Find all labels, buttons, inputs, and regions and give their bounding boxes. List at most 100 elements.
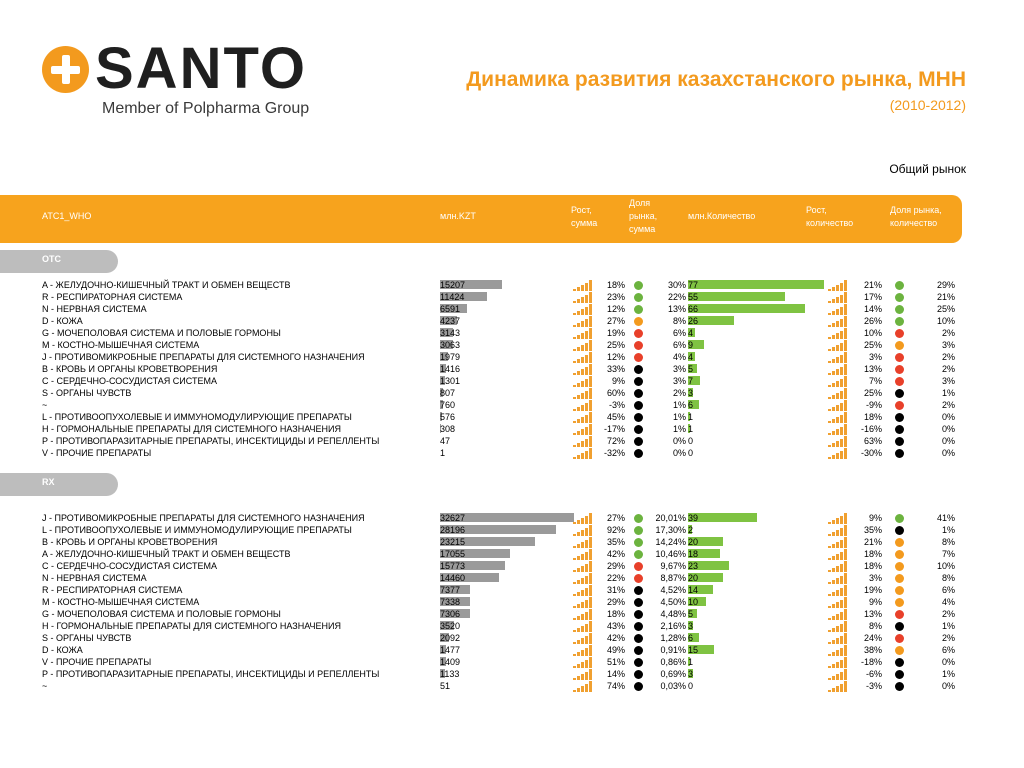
status-dot-icon: [634, 550, 643, 559]
growth-qty-value: 26%: [863, 316, 882, 326]
share-sum-value: 14,24%: [655, 537, 686, 547]
row-label: A - ЖЕЛУДОЧНО-КИШЕЧНЫЙ ТРАКТ И ОБМЕН ВЕЩ…: [42, 549, 291, 559]
row-label: N - НЕРВНАЯ СИСТЕМА: [42, 573, 147, 583]
kzt-bar: [440, 621, 454, 630]
kzt-bar: [440, 657, 446, 666]
growth-sum-value: 12%: [606, 352, 625, 362]
trend-sparkline-icon: [828, 339, 848, 351]
share-sum-value: 0%: [672, 448, 686, 458]
trend-sparkline-icon: [573, 387, 593, 399]
status-dot-icon: [634, 514, 643, 523]
qty-value: 20: [688, 537, 699, 547]
share-sum-value: 1%: [672, 412, 686, 422]
kzt-value: 760: [440, 400, 456, 410]
row-label: N - НЕРВНАЯ СИСТЕМА: [42, 304, 147, 314]
kzt-value: 28196: [440, 525, 466, 535]
share-sum-value: 8,87%: [660, 573, 686, 583]
kzt-value: 807: [440, 388, 456, 398]
share-sum-value: 4,48%: [660, 609, 686, 619]
table-row: S - ОРГАНЫ ЧУВСТВ 2092 42% 1,28% 6 24% 2%: [0, 632, 1024, 644]
kzt-value: 1979: [440, 352, 461, 362]
row-label: L - ПРОТИВООПУХОЛЕВЫЕ И ИММУНОМОДУЛИРУЮЩ…: [42, 525, 352, 535]
share-qty-value: 10%: [936, 316, 955, 326]
header-growth-qty-line: Рост,: [806, 205, 827, 215]
qty-bar: [688, 340, 704, 349]
status-dot-icon: [895, 293, 904, 302]
table-row: G - МОЧЕПОЛОВАЯ СИСТЕМА И ПОЛОВЫЕ ГОРМОН…: [0, 608, 1024, 620]
table-row: J - ПРОТИВОМИКРОБНЫЕ ПРЕПАРАТЫ ДЛЯ СИСТЕ…: [0, 351, 1024, 363]
trend-sparkline-icon: [828, 680, 848, 692]
growth-qty-value: 3%: [868, 352, 882, 362]
qty-bar: [688, 657, 690, 666]
table-row: H - ГОРМОНАЛЬНЫЕ ПРЕПАРАТЫ ДЛЯ СИСТЕМНОГ…: [0, 620, 1024, 632]
qty-bar: [688, 537, 723, 546]
status-dot-icon: [895, 401, 904, 410]
status-dot-icon: [634, 401, 643, 410]
kzt-bar: [440, 424, 441, 433]
table-row: ~760 -3% 1% 6 -9% 2%: [0, 399, 1024, 411]
growth-sum-value: 42%: [606, 633, 625, 643]
status-dot-icon: [634, 389, 643, 398]
status-dot-icon: [895, 526, 904, 535]
row-label: H - ГОРМОНАЛЬНЫЕ ПРЕПАРАТЫ ДЛЯ СИСТЕМНОГ…: [42, 621, 342, 631]
trend-sparkline-icon: [573, 303, 593, 315]
status-dot-icon: [634, 562, 643, 571]
qty-value: 10: [688, 597, 699, 607]
share-qty-value: 0%: [941, 412, 955, 422]
growth-qty-value: -9%: [865, 400, 882, 410]
qty-bar: [688, 573, 723, 582]
kzt-bar: [440, 352, 448, 361]
qty-bar: [688, 621, 693, 630]
brand-name: SANTO: [95, 36, 307, 101]
kzt-value: 3063: [440, 340, 461, 350]
brand-tagline: Member of Polpharma Group: [102, 100, 310, 117]
trend-sparkline-icon: [828, 524, 848, 536]
qty-value: 4: [688, 328, 694, 338]
trend-sparkline-icon: [573, 668, 593, 680]
share-sum-value: 6%: [672, 328, 686, 338]
growth-sum-value: 19%: [606, 328, 625, 338]
header-share-qty: Доля рынка, количество: [890, 204, 942, 230]
qty-value: 6: [688, 633, 694, 643]
row-label: M - КОСТНО-МЫШЕЧНАЯ СИСТЕМА: [42, 597, 200, 607]
qty-bar: [688, 669, 693, 678]
qty-bar: [688, 388, 693, 397]
status-dot-icon: [895, 538, 904, 547]
table-row: B - КРОВЬ И ОРГАНЫ КРОВЕТВОРЕНИЯ 23215 35%…: [0, 536, 1024, 548]
trend-sparkline-icon: [828, 351, 848, 363]
growth-sum-value: 92%: [606, 525, 625, 535]
status-dot-icon: [895, 658, 904, 667]
growth-qty-value: 14%: [863, 304, 882, 314]
kzt-value: 47: [440, 436, 451, 446]
trend-sparkline-icon: [573, 315, 593, 327]
share-qty-value: 2%: [941, 352, 955, 362]
status-dot-icon: [895, 353, 904, 362]
growth-qty-value: 24%: [863, 633, 882, 643]
qty-value: 3: [688, 621, 694, 631]
kzt-value: 3520: [440, 621, 461, 631]
trend-sparkline-icon: [573, 608, 593, 620]
status-dot-icon: [634, 293, 643, 302]
trend-sparkline-icon: [573, 327, 593, 339]
growth-sum-value: 42%: [606, 549, 625, 559]
share-sum-value: 30%: [667, 280, 686, 290]
share-qty-value: 6%: [941, 585, 955, 595]
status-dot-icon: [634, 658, 643, 667]
section-pill-otc: OTC: [0, 250, 118, 273]
kzt-bar: [440, 280, 502, 289]
section-name: RX: [42, 477, 55, 487]
row-label: C - СЕРДЕЧНО-СОСУДИСТАЯ СИСТЕМА: [42, 376, 217, 386]
share-sum-value: 0,03%: [660, 681, 686, 691]
kzt-value: 308: [440, 424, 456, 434]
status-dot-icon: [895, 425, 904, 434]
header-share-qty-line: Доля рынка,: [890, 205, 942, 215]
trend-sparkline-icon: [828, 632, 848, 644]
kzt-bar: [440, 633, 449, 642]
share-qty-value: 0%: [941, 681, 955, 691]
qty-bar: [688, 412, 690, 421]
share-qty-value: 8%: [941, 537, 955, 547]
share-qty-value: 2%: [941, 364, 955, 374]
share-qty-value: 29%: [936, 280, 955, 290]
row-label: B - КРОВЬ И ОРГАНЫ КРОВЕТВОРЕНИЯ: [42, 537, 218, 547]
trend-sparkline-icon: [828, 596, 848, 608]
